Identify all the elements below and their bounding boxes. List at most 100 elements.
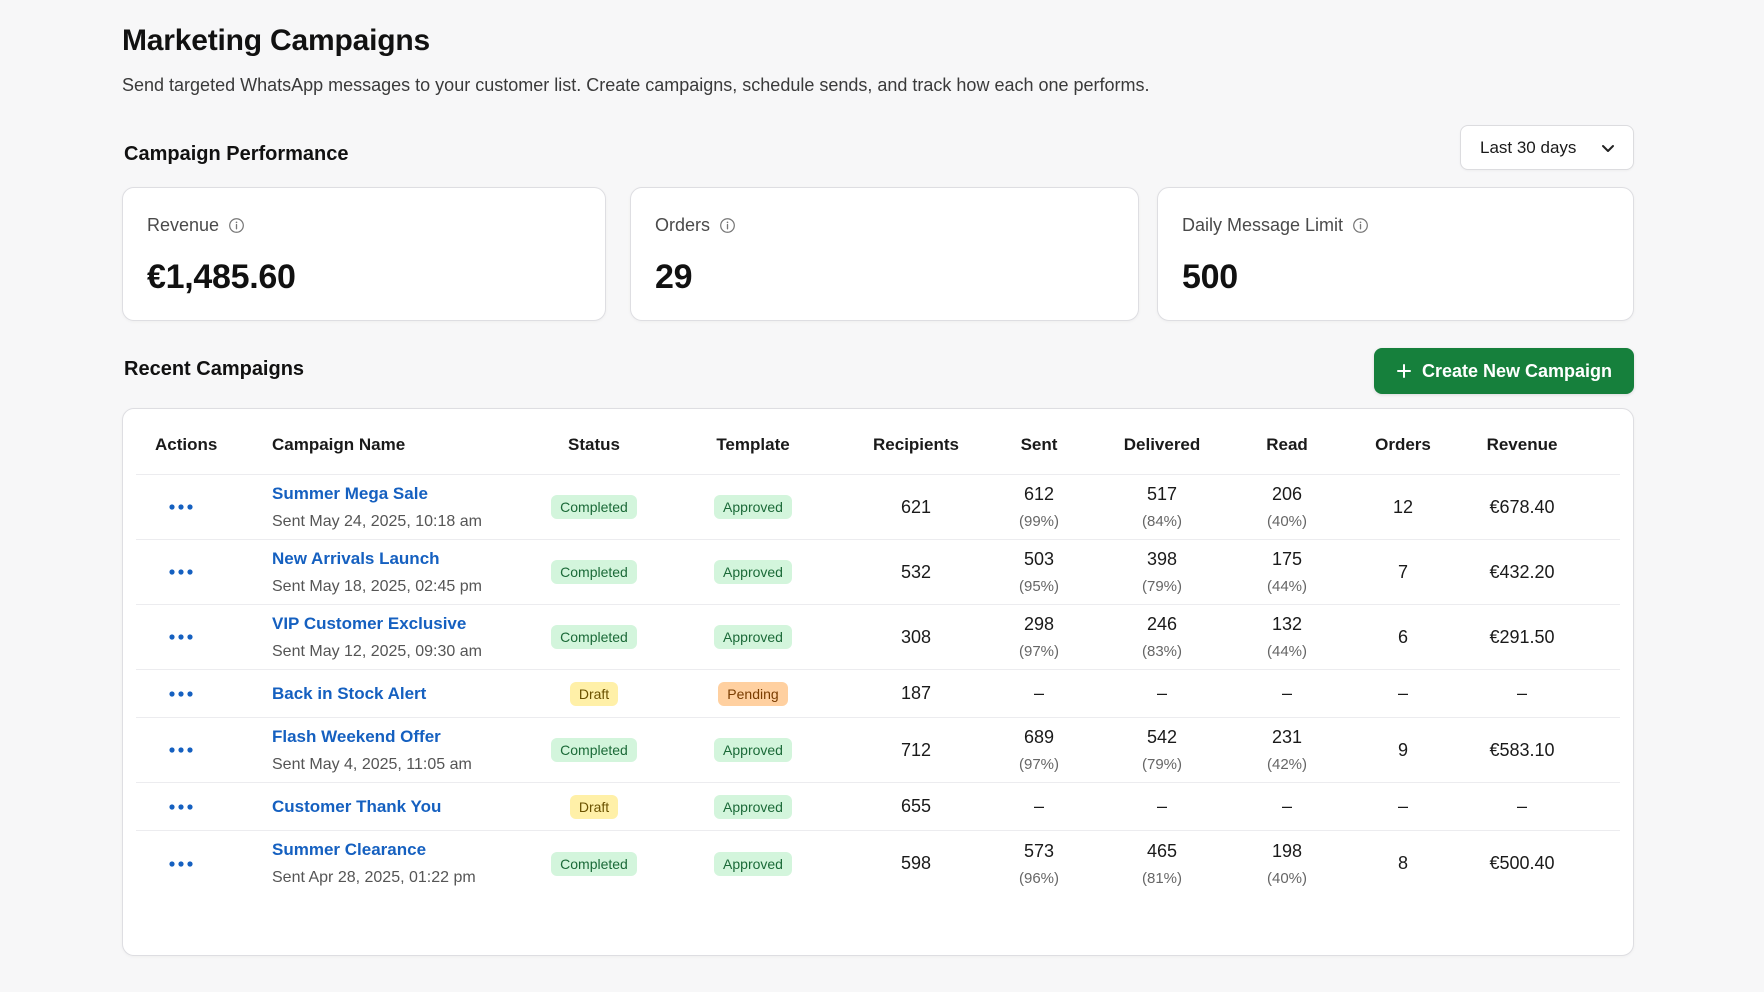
col-header-revenue-label: Revenue (1486, 435, 1558, 454)
delivered-cell-value: – (1156, 796, 1167, 816)
read-cell: 132 (44%) (1232, 605, 1342, 669)
chevron-down-icon (1602, 145, 1614, 152)
campaign-name-link[interactable]: VIP Customer Exclusive (272, 613, 467, 633)
revenue-value: €1,485.60 (147, 258, 296, 296)
sent-cell: – (984, 783, 1094, 830)
recipients-value: 187 (900, 683, 932, 703)
revenue-cell: €678.40 (1462, 475, 1582, 539)
read-cell: 198 (40%) (1232, 831, 1342, 896)
sent-cell-percent: (99%) (1018, 513, 1059, 530)
campaign-name-link[interactable]: Flash Weekend Offer (272, 726, 441, 746)
sent-cell-value: 298 (1023, 614, 1055, 634)
status-badge: Completed (551, 560, 637, 584)
daily-limit-label: Daily Message Limit (1182, 215, 1344, 235)
recipients-cell: 598 (861, 831, 971, 896)
orders-cell: 9 (1353, 718, 1453, 782)
more-horizontal-icon[interactable] (168, 568, 194, 576)
recipients-value: 621 (900, 496, 932, 517)
status-badge: Draft (569, 681, 619, 706)
campaign-name-link[interactable]: New Arrivals Launch (272, 548, 440, 568)
col-header-status-label: Status (568, 435, 620, 454)
campaign-name-cell: Back in Stock Alert (272, 670, 532, 717)
campaign-name-link[interactable]: Back in Stock Alert (272, 683, 427, 703)
daily-limit-card: Daily Message Limit 500 (1157, 187, 1634, 321)
delivered-cell: 465 (81%) (1107, 831, 1217, 896)
status-cell: Completed (529, 831, 659, 896)
sent-cell-value: – (1033, 796, 1044, 816)
more-horizontal-icon[interactable] (168, 803, 194, 811)
col-header-recipients-label: Recipients (873, 435, 959, 454)
more-horizontal-icon[interactable] (168, 690, 194, 698)
orders-label: Orders (655, 215, 711, 235)
table-row: New Arrivals Launch Sent May 18, 2025, 02… (136, 540, 1620, 605)
col-header-campaign-name[interactable]: Campaign Name (272, 435, 406, 454)
page-subtitle: Send targeted WhatsApp messages to your … (122, 75, 1150, 95)
delivered-cell-percent: (81%) (1141, 869, 1182, 887)
template-badge: Pending (718, 681, 788, 706)
delivered-cell-value: 517 (1146, 484, 1178, 504)
more-horizontal-icon[interactable] (168, 503, 194, 511)
status-cell: Draft (529, 783, 659, 830)
date-range-select[interactable]: Last 30 days (1460, 125, 1634, 170)
campaign-name-link[interactable]: Summer Clearance (272, 840, 427, 859)
create-campaign-button[interactable]: Create New Campaign (1374, 348, 1634, 394)
revenue-cell: €500.40 (1462, 831, 1582, 896)
template-cell: Approved (688, 718, 818, 782)
status-badge: Draft (569, 794, 619, 819)
more-horizontal-icon[interactable] (168, 746, 194, 754)
read-cell-percent: (44%) (1266, 578, 1307, 595)
row-actions-cell (151, 475, 211, 539)
delivered-cell-value: – (1156, 683, 1167, 703)
revenue-card: Revenue €1,485.60 (122, 187, 606, 321)
col-header-actions: Actions (155, 435, 218, 454)
template-badge: Approved (714, 738, 792, 762)
delivered-cell: – (1107, 783, 1217, 830)
create-campaign-label: Create New Campaign (1421, 360, 1613, 381)
sent-cell-percent: (97%) (1018, 756, 1059, 773)
more-horizontal-icon[interactable] (168, 860, 194, 868)
info-icon[interactable] (228, 217, 245, 234)
orders-value: – (1397, 683, 1408, 703)
status-cell: Completed (529, 540, 659, 604)
sent-cell: 689 (97%) (984, 718, 1094, 782)
recipients-cell: 532 (861, 540, 971, 604)
more-horizontal-icon[interactable] (168, 633, 194, 641)
template-badge: Approved (714, 851, 792, 876)
info-icon[interactable] (1352, 217, 1369, 234)
col-header-orders-label: Orders (1375, 435, 1431, 454)
table-row: Summer Clearance Sent Apr 28, 2025, 01:22… (136, 831, 1620, 896)
recipients-value: 712 (900, 739, 932, 760)
orders-cell: 6 (1353, 605, 1453, 669)
delivered-cell-percent: (79%) (1141, 578, 1182, 595)
orders-value: 9 (1397, 739, 1408, 760)
date-range-label: Last 30 days (1480, 137, 1577, 157)
delivered-cell-value: 398 (1146, 549, 1178, 569)
col-header-sent-label: Sent (1020, 435, 1058, 454)
campaign-sent-date: Sent May 4, 2025, 11:05 am (272, 755, 472, 773)
revenue-cell: €432.20 (1462, 540, 1582, 604)
sent-cell-value: 573 (1023, 840, 1055, 861)
orders-label-row: Orders (655, 215, 736, 236)
template-badge: Approved (714, 495, 792, 519)
orders-value: 7 (1397, 561, 1408, 582)
campaign-name-link[interactable]: Summer Mega Sale (272, 483, 428, 503)
table-header-row: Actions Campaign Name Status Template Re… (136, 409, 1620, 475)
orders-card: Orders 29 (630, 187, 1139, 321)
row-actions-cell (151, 831, 211, 896)
revenue-label-row: Revenue (147, 215, 245, 236)
table-row: VIP Customer Exclusive Sent May 12, 2025,… (136, 605, 1620, 670)
col-header-template-label: Template (716, 435, 790, 454)
info-icon[interactable] (719, 217, 736, 234)
campaign-sent-date: Sent Apr 28, 2025, 01:22 pm (272, 869, 476, 886)
sent-cell-value: 612 (1023, 484, 1055, 504)
revenue-cell: – (1462, 670, 1582, 717)
revenue-cell: – (1462, 783, 1582, 830)
campaign-name-link[interactable]: Customer Thank You (272, 796, 442, 816)
template-cell: Approved (688, 475, 818, 539)
sent-cell: – (984, 670, 1094, 717)
campaign-name-cell: New Arrivals Launch Sent May 18, 2025, 02… (272, 540, 532, 604)
sent-cell-percent: (97%) (1018, 643, 1059, 660)
read-cell-percent: (40%) (1266, 513, 1307, 530)
revenue-value: €583.10 (1489, 739, 1555, 760)
campaign-sent-date: Sent May 24, 2025, 10:18 am (272, 512, 482, 530)
